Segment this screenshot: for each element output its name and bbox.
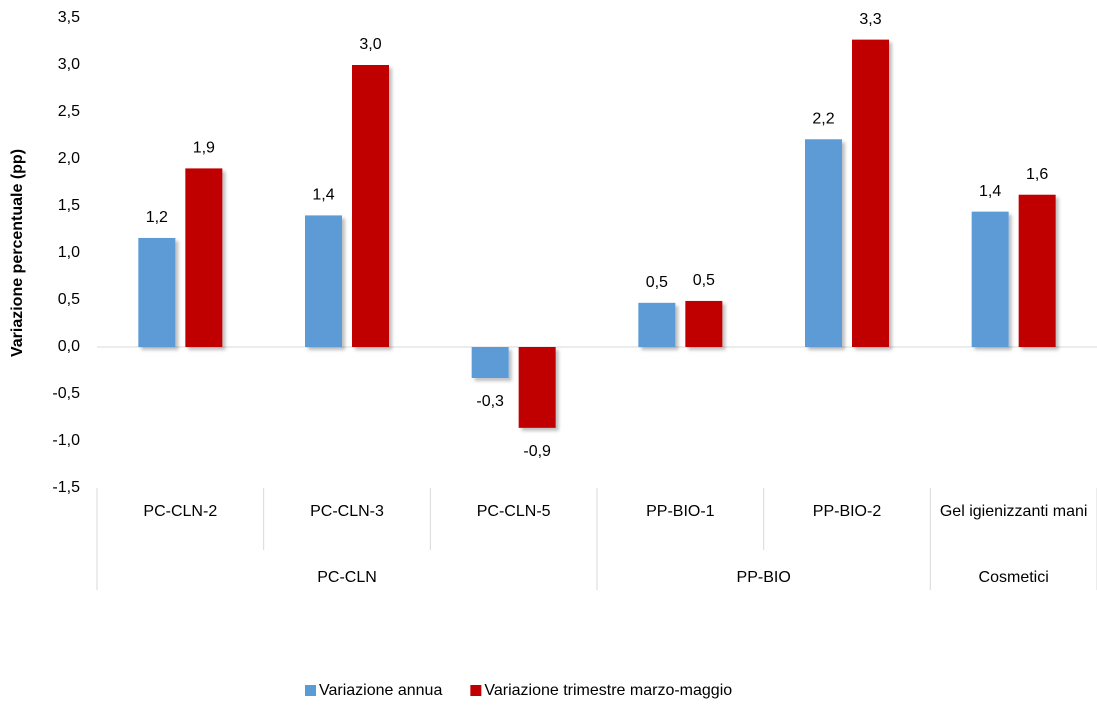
legend-swatch (470, 685, 482, 696)
bar (685, 300, 723, 347)
y-tick-label: -1,0 (52, 432, 80, 449)
y-tick-label: -0,5 (52, 385, 80, 402)
legend-label: Variazione annua (319, 682, 442, 699)
y-tick-label: 2,5 (58, 103, 80, 120)
data-label: -0,3 (476, 393, 504, 410)
data-label: 2,2 (812, 110, 834, 127)
y-tick-label: 1,5 (58, 197, 80, 214)
y-tick-label: 0,0 (58, 338, 80, 355)
data-label: -0,9 (523, 443, 551, 460)
group-label: PP-BIO (737, 569, 791, 586)
bar (971, 211, 1009, 347)
group-label: Cosmetici (979, 569, 1049, 586)
y-tick-label: 2,0 (58, 150, 80, 167)
bar (471, 347, 509, 379)
x-tick-label: Gel igienizzanti mani (939, 503, 1088, 520)
bar (305, 215, 342, 347)
data-label: 3,0 (359, 36, 381, 53)
data-label: 1,4 (312, 187, 334, 204)
data-label: 1,6 (1026, 166, 1048, 183)
bar (138, 237, 176, 347)
x-tick-label: PP-BIO-2 (812, 503, 882, 520)
data-label: 1,2 (146, 209, 168, 226)
x-tick-label: PC-CLN-3 (310, 503, 384, 520)
y-tick-label: 3,5 (58, 9, 80, 26)
y-tick-label: 0,5 (58, 291, 80, 308)
y-tick-label: 1,0 (58, 244, 80, 261)
x-tick-label: PC-CLN-2 (143, 503, 218, 520)
data-label: 1,9 (193, 140, 215, 157)
legend-label: Variazione trimestre marzo-maggio (484, 682, 732, 699)
bar (638, 302, 676, 347)
bar (185, 168, 223, 347)
data-label: 0,5 (646, 274, 668, 291)
group-label: PC-CLN (317, 569, 377, 586)
bar (805, 139, 842, 347)
data-label: 1,4 (979, 183, 1001, 200)
y-tick-label: 3,0 (58, 56, 80, 73)
bar (352, 65, 389, 347)
bar (852, 39, 889, 348)
data-label: 0,5 (693, 272, 715, 289)
x-tick-label: PP-BIO-1 (646, 503, 715, 520)
bar (518, 347, 556, 428)
y-axis-title: Variazione percentuale (pp) (9, 149, 26, 357)
data-label: 3,3 (859, 11, 881, 28)
bar (1018, 194, 1056, 347)
y-tick-label: -1,5 (52, 479, 80, 496)
x-tick-label: PC-CLN-5 (476, 503, 551, 520)
legend-swatch (305, 685, 316, 696)
